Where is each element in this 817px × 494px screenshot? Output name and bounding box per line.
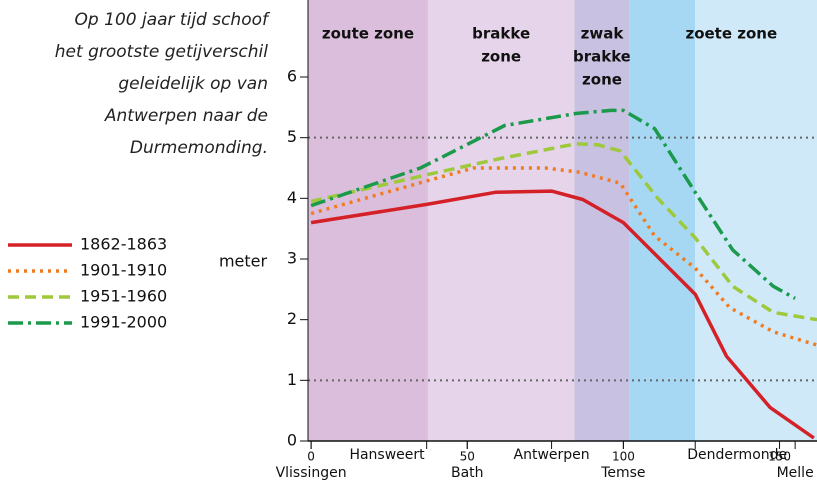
data-line (310, 166, 817, 347)
y-tick-label: 4 (287, 188, 297, 207)
zone-label: zoute zone (322, 25, 414, 43)
legend-label: 1901-1910 (80, 261, 167, 280)
zone-label: brakke (472, 25, 530, 43)
x-tick-label: 100 (612, 450, 635, 464)
zone-band (629, 0, 696, 441)
location-label: Temse (600, 465, 645, 481)
y-tick-label: 2 (287, 309, 297, 328)
location-label: Antwerpen (514, 447, 590, 463)
y-tick-label: 1 (287, 370, 297, 389)
annotation: Durmemonding. (130, 138, 268, 158)
zone-label: zone (481, 48, 521, 66)
annotation: Antwerpen naar de (104, 106, 268, 126)
location-label: Hansweert (349, 447, 425, 463)
x-tick-label: 50 (460, 450, 475, 464)
zone-label: zwak (581, 25, 625, 43)
zone-label: zone (582, 71, 622, 89)
zone-band (695, 0, 817, 441)
data-line (310, 108, 796, 300)
x-tick-label: 0 (307, 450, 315, 464)
y-tick-label: 6 (287, 67, 297, 86)
zone-band (427, 0, 575, 441)
annotation: Op 100 jaar tijd schoof (75, 10, 271, 30)
x-tick-label: 150 (768, 450, 791, 464)
annotation: het grootste getijverschil (55, 42, 269, 62)
zone-label: zoete zone (685, 25, 777, 43)
y-tick-label: 0 (287, 431, 297, 450)
legend-label: 1862-1863 (80, 235, 167, 254)
location-label: Vlissingen (276, 465, 347, 481)
location-label: Bath (451, 465, 484, 481)
y-tick-label: 5 (287, 127, 297, 146)
location-label: Dendermonde (687, 447, 787, 463)
annotation: geleidelijk op van (118, 74, 268, 94)
legend-label: 1951-1960 (80, 287, 167, 306)
data-line (310, 141, 817, 322)
location-label: Melle (777, 465, 814, 481)
data-line (310, 189, 815, 440)
zone-label: brakke (573, 48, 631, 66)
legend-label: 1991-2000 (80, 313, 167, 332)
y-axis-label: meter (219, 252, 268, 271)
y-tick-label: 3 (287, 249, 297, 268)
